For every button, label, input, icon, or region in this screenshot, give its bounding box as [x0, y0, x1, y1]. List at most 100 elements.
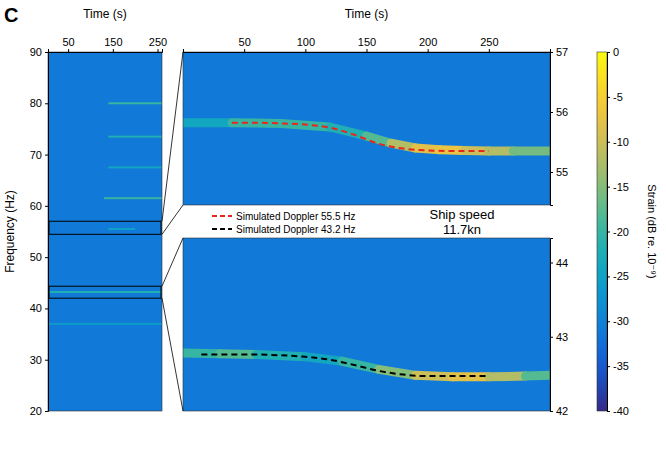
x-axis-line: [184, 49, 551, 53]
y-tick-label: 56: [556, 106, 568, 118]
y-axis: 55 56 57: [550, 46, 568, 205]
background: [183, 52, 550, 205]
x-tick-label: 200: [419, 36, 437, 48]
colorbar-tick-label: -25: [613, 270, 629, 282]
colorbar-tick-label: 0: [613, 46, 619, 58]
y-tick-label: 40: [30, 302, 42, 314]
y-tick: 70: [30, 149, 48, 161]
legend-swatch: [212, 228, 232, 230]
y-tick: 55: [550, 166, 568, 178]
colorbar-tick: 0: [607, 46, 619, 58]
colorbar-tick-label: -35: [613, 360, 629, 372]
x-tick-mark: [158, 49, 159, 52]
y-tick-label: 43: [556, 331, 568, 343]
y-tick-label: 44: [556, 257, 568, 269]
colorbar-tick-label: -20: [613, 226, 629, 238]
colorbar-tick-mark: [607, 187, 610, 188]
y-tick-label: 70: [30, 149, 42, 161]
colorbar-tick-mark: [607, 52, 610, 53]
zoom-connector: [162, 205, 183, 234]
x-tick-mark: [68, 49, 69, 52]
y-tick-mark: [45, 411, 48, 412]
colorbar-tick: -25: [607, 270, 629, 282]
x-tick: 250: [480, 36, 498, 52]
y-tick: 56: [550, 106, 568, 118]
y-tick-mark: [550, 172, 553, 173]
y-tick: 50: [30, 251, 48, 263]
y-tick-label: 57: [556, 46, 568, 58]
colorbar-tick-label: -10: [613, 136, 629, 148]
y-tick-mark: [45, 155, 48, 156]
y-tick-label: 42: [556, 405, 568, 417]
y-tick-mark: [45, 360, 48, 361]
tone: [48, 291, 162, 293]
background: [48, 52, 162, 411]
y-tick-label: 60: [30, 200, 42, 212]
y-tick: 40: [30, 302, 48, 314]
track-segment: [342, 361, 379, 369]
y-tick: 90: [30, 46, 48, 58]
colorbar-axis: 0-5-10-15-20-25-30-35-40: [607, 46, 629, 417]
y-tick-mark: [550, 411, 553, 412]
colorbar-tick-mark: [607, 411, 610, 412]
zoom-connector: [162, 298, 183, 411]
y-tick-label: 20: [30, 405, 42, 417]
y-axis-line: [45, 53, 49, 412]
x-tick-mark: [428, 49, 429, 52]
colorbar-tick-mark: [607, 276, 610, 277]
x-axis: 50 100 150 200 250: [184, 36, 551, 53]
track-segment: [526, 371, 550, 381]
x-tick-label: 50: [62, 36, 74, 48]
x-tick-label: 150: [358, 36, 376, 48]
x-tick: 200: [419, 36, 437, 52]
legend-label: Simulated Doppler 55.5 Hz: [236, 211, 356, 222]
y-axis: 42 43 44: [550, 239, 568, 418]
y-axis-title: Frequency (Hz): [3, 190, 17, 273]
y-tick-mark: [550, 337, 553, 338]
y-tick-mark: [45, 206, 48, 207]
y-tick-mark: [45, 103, 48, 104]
background: [183, 238, 550, 411]
x-tick-mark: [244, 49, 245, 52]
y-tick: 44: [550, 257, 568, 269]
y-tick: 60: [30, 200, 48, 212]
x-tick: 50: [239, 36, 251, 52]
y-tick: 57: [550, 46, 568, 58]
zoom-box: [49, 221, 161, 234]
x-tick: 50: [62, 36, 74, 52]
colorbar-tick-label: -30: [613, 315, 629, 327]
track-segment: [489, 372, 526, 382]
x-axis-line: [49, 49, 163, 53]
y-tick: 42: [550, 405, 568, 417]
colorbar-tick: -15: [607, 181, 629, 193]
x-tick: 150: [358, 36, 376, 52]
y-tick-label: 90: [30, 46, 42, 58]
x-tick-mark: [367, 49, 368, 52]
tone: [108, 136, 162, 138]
annotation: 11.7kn: [443, 222, 481, 237]
tone: [104, 197, 162, 199]
y-tick-mark: [45, 257, 48, 258]
plot-area: [183, 52, 550, 205]
y-tick-label: 55: [556, 166, 568, 178]
x-tick-mark: [489, 49, 490, 52]
track-segment: [183, 118, 232, 127]
y-tick: 80: [30, 97, 48, 109]
doppler-line: [232, 123, 489, 151]
track-segment: [183, 349, 220, 359]
frame: [183, 238, 550, 411]
colorbar-tick-mark: [607, 366, 610, 367]
doppler-line: [201, 355, 486, 377]
x-tick-label: 250: [480, 36, 498, 48]
legend-label: Simulated Doppler 43.2 Hz: [236, 224, 356, 235]
colorbar-tick: -20: [607, 226, 629, 238]
x-axis-title: Time (s): [345, 7, 389, 21]
figure: C50150250Time (s)2030405060708090Frequen…: [0, 0, 666, 454]
y-tick: 43: [550, 331, 568, 343]
y-tick-mark: [550, 52, 553, 53]
x-tick: 150: [104, 36, 122, 52]
x-tick-label: 100: [297, 36, 315, 48]
y-axis: 2030405060708090: [30, 46, 49, 417]
y-tick-label: 80: [30, 97, 42, 109]
y-tick: 20: [30, 405, 48, 417]
